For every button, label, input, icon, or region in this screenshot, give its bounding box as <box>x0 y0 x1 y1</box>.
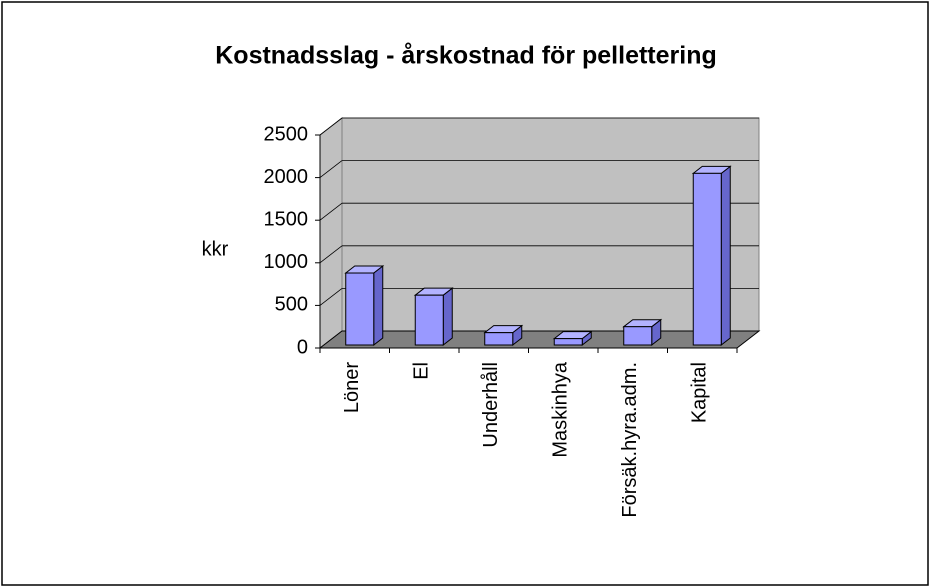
side-wall <box>319 116 343 350</box>
y-tick-label: 500 <box>275 294 308 316</box>
x-tick-label: Kapital <box>689 362 711 423</box>
grid-line <box>319 202 343 221</box>
grid-line <box>319 288 343 306</box>
grid-line <box>319 160 343 178</box>
y-axis-label: kkr <box>202 238 229 260</box>
bar-side <box>442 287 453 347</box>
x-tick-label: Underhåll <box>480 362 502 448</box>
x-tick-label: Försäk.hyra.adm. <box>619 362 641 518</box>
chart-title: Kostnadsslag - årskostnad för pelletteri… <box>215 42 717 70</box>
y-tick-label: 0 <box>297 336 308 358</box>
x-tick-label: El <box>411 362 433 380</box>
x-tick-label: Löner <box>341 362 363 413</box>
bar <box>484 332 514 346</box>
y-tick-label: 1000 <box>264 251 309 273</box>
y-tick-label: 2000 <box>264 166 309 188</box>
bar <box>553 338 583 346</box>
bar <box>345 272 375 346</box>
grid-line <box>319 245 343 264</box>
bar-side <box>373 265 384 347</box>
y-tick-label: 1500 <box>264 208 309 230</box>
bar <box>692 172 722 346</box>
x-tick-label: Maskinhya <box>550 361 572 457</box>
bar <box>414 294 444 346</box>
y-tick-label: 2500 <box>264 123 309 145</box>
bar-side <box>720 165 731 347</box>
bar <box>623 326 653 346</box>
grid-line <box>319 117 343 136</box>
